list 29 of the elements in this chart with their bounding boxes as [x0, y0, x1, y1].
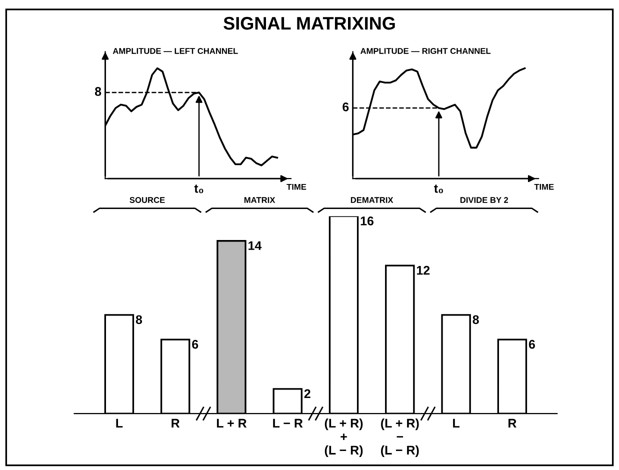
text: t₀ — [434, 184, 443, 194]
x-tick-label: (L + R) + (L − R) — [324, 418, 363, 458]
x-tick-label: R — [508, 418, 516, 428]
data-label: 2 — [304, 389, 310, 398]
text: MATRIX — [244, 197, 276, 203]
data-label: 8 — [136, 315, 142, 324]
x-tick-label: L — [116, 418, 123, 428]
text: t₀ — [194, 184, 204, 194]
text: DEMATRIX — [350, 197, 394, 203]
data-label: 12 — [416, 266, 430, 275]
y-axis-title: AMPLITUDE — RIGHT CHANNEL — [360, 48, 491, 54]
x-tick-label: R — [172, 418, 180, 428]
x-tick-label: (L + R) − (L − R) — [381, 418, 419, 458]
x-axis-title: TIME — [534, 184, 554, 190]
data-label: 14 — [248, 241, 262, 250]
data-label: 6 — [192, 340, 198, 349]
text: 8 — [94, 87, 102, 96]
data-label: 8 — [472, 315, 479, 324]
text: 6 — [342, 102, 349, 112]
x-axis-title: TIME — [286, 184, 306, 190]
x-tick-label: L − R — [273, 418, 303, 428]
data-label: 16 — [360, 216, 374, 226]
text: SOURCE — [130, 197, 165, 203]
text: DIVIDE BY 2 — [460, 197, 508, 203]
x-tick-label: L + R — [216, 418, 247, 428]
y-axis-title: AMPLITUDE — LEFT CHANNEL — [112, 48, 238, 54]
chart-title: SIGNAL MATRIXING — [224, 16, 395, 30]
data-label: 6 — [528, 340, 535, 349]
x-tick-label: L — [453, 418, 460, 428]
